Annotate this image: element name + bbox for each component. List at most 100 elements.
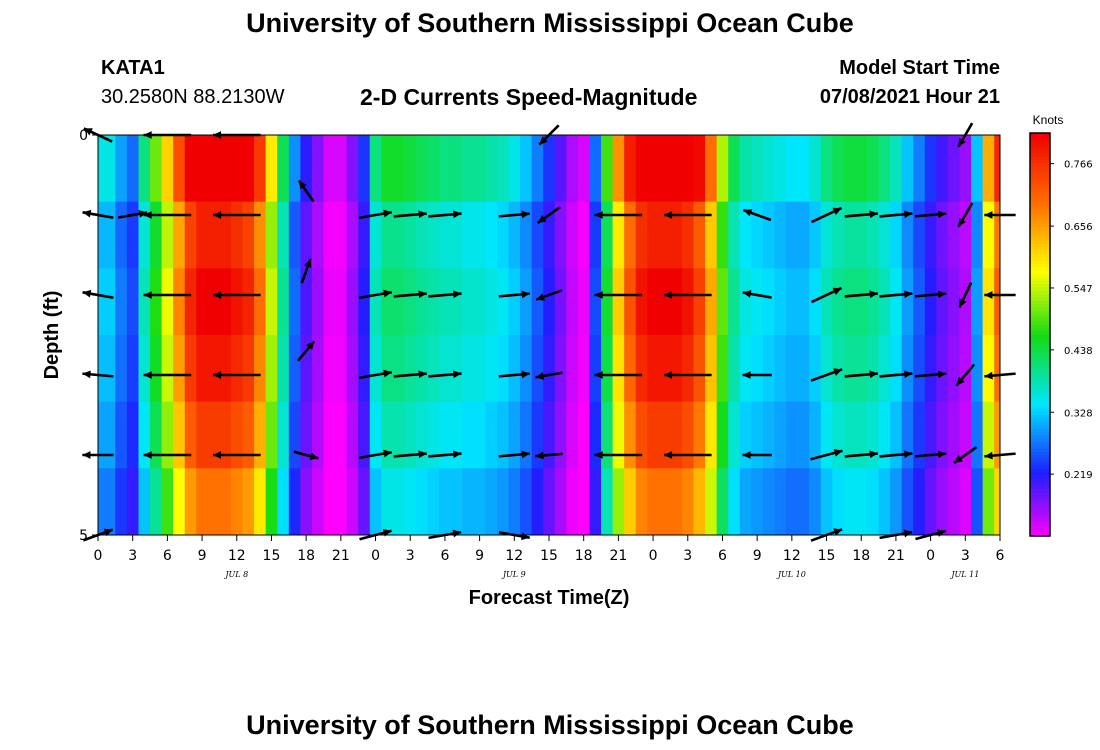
colorbar-segment [1030,267,1050,272]
heatmap-cell [300,335,313,403]
heatmap-cell [728,268,741,336]
heatmap-cell [381,201,394,269]
heatmap-cell [971,401,984,469]
heatmap-cell [196,401,209,469]
heatmap-cell [947,135,961,203]
colorbar-segment [1030,475,1050,480]
heatmap-cell [392,401,405,469]
heatmap-cell [947,468,961,536]
heatmap-cell [288,268,301,336]
station-coordinates: 30.2580N 88.2130W [101,86,285,108]
colorbar-segment [1030,465,1050,470]
heatmap-cell [531,401,544,469]
heatmap-cell [450,468,463,536]
heatmap-cell [890,468,903,536]
current-vector [957,202,974,228]
colorbar-segment [1030,452,1050,456]
heatmap-cell [878,201,891,269]
heatmap-cell [774,468,787,536]
colorbar-segment [1030,314,1050,319]
heatmap-cell [716,135,729,203]
heatmap-cell [462,335,475,403]
heatmap-cell [855,135,868,203]
x-tick-label: 3 [683,548,692,564]
heatmap-cell [982,401,995,469]
current-vector [594,371,643,379]
heatmap-cell [577,268,590,336]
colorbar-segment [1030,247,1050,252]
heatmap-cell [161,135,174,203]
heatmap-cell [254,335,267,403]
heatmap-cell [138,335,151,403]
current-vector [358,369,393,380]
heatmap-cell [624,268,637,336]
heatmap-cell [994,468,1001,536]
heatmap-cell [508,201,521,269]
heatmap-cell [658,468,671,536]
current-vector [296,340,316,362]
current-vector [958,281,973,309]
heatmap-cell [554,335,567,403]
heatmap-cell [936,401,949,469]
heatmap-cell [265,468,278,536]
heatmap-cell [739,135,752,203]
current-vector [393,450,427,459]
heatmap-cell [242,401,255,469]
heatmap-cell [450,201,463,269]
heatmap-cell [786,468,799,536]
colorbar-segment [1030,196,1050,201]
heatmap-cell [797,468,810,536]
heatmap-cell [207,201,220,269]
heatmap-cell [681,335,695,403]
heatmap-cell [797,201,810,269]
heatmap-cell [323,135,336,203]
heatmap-cell [531,268,544,336]
heatmap-cell [751,201,764,269]
heatmap-cell [531,135,544,203]
heatmap-cell [705,135,718,203]
heatmap-cell [601,335,614,403]
heatmap-cell [577,335,590,403]
heatmap-cell [184,401,197,469]
current-vector [297,179,315,203]
heatmap-cell [98,335,105,403]
heatmap-cell [496,268,510,336]
plot-title: 2-D Currents Speed-Magnitude [360,84,698,110]
heatmap-cell [635,335,648,403]
heatmap-cell [566,468,579,536]
heatmap-cell [855,335,868,403]
heatmap-cell [635,268,648,336]
colorbar-segment [1030,169,1050,174]
heatmap-cell [335,468,348,536]
colorbar-segment [1030,190,1050,195]
heatmap-cell [219,201,232,269]
heatmap-cell [774,401,787,469]
current-vector [428,370,462,379]
heatmap-cell [392,268,405,336]
heatmap-cell [242,468,255,536]
colorbar-segment [1030,317,1050,322]
heatmap-cell [647,401,660,469]
x-tick-label: 0 [649,548,658,564]
heatmap-cell [392,468,405,536]
heatmap-cell [635,468,648,536]
heatmap-cell [809,335,822,403]
heatmap-cell [589,335,602,403]
colorbar-segment [1030,284,1050,289]
colorbar-segment [1030,307,1050,312]
heatmap-cell [196,268,209,336]
heatmap-cell [335,135,348,203]
current-vector [844,210,878,219]
heatmap-cell [739,201,752,269]
colorbar-segment [1030,505,1050,510]
heatmap-cell [427,268,440,336]
heatmap-cell [797,401,810,469]
x-tick-label: 12 [505,548,523,564]
heatmap-cell [404,335,417,403]
heatmap-cell [207,135,220,203]
current-vector [810,449,843,461]
colorbar-segment [1030,143,1050,148]
colorbar-segment [1030,408,1050,413]
heatmap-cell [196,135,209,203]
heatmap-cell [277,201,290,269]
